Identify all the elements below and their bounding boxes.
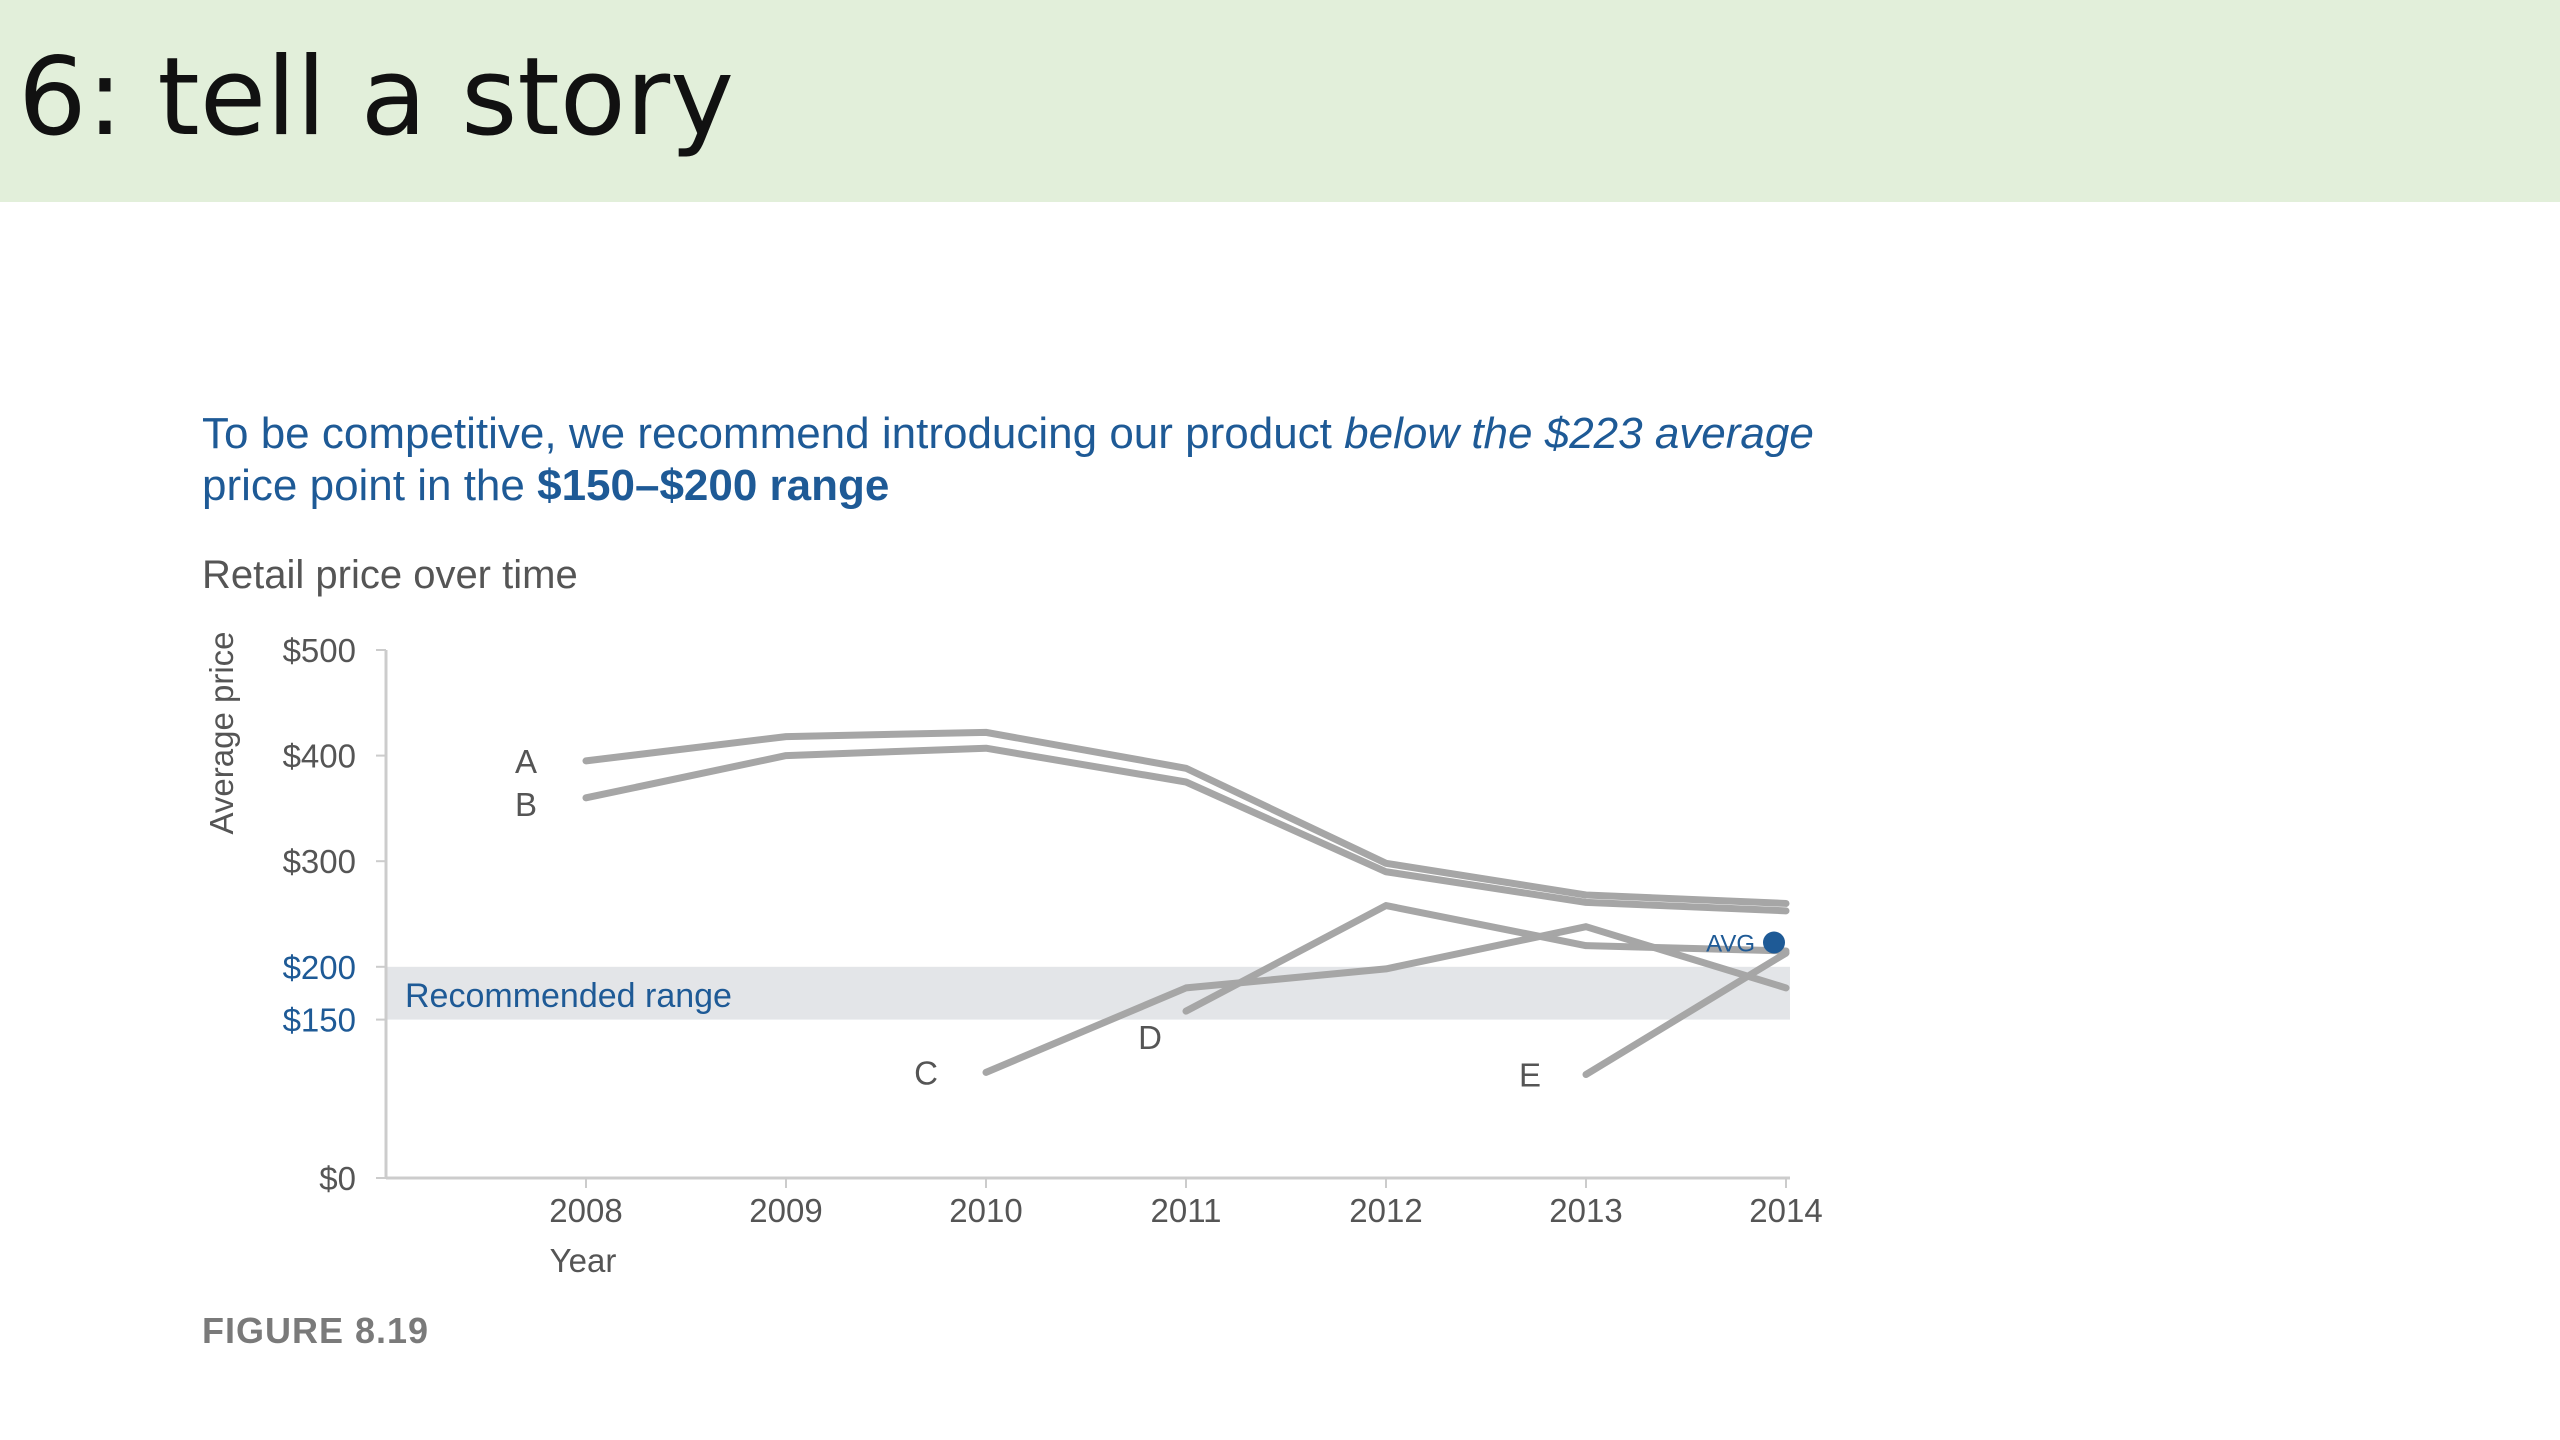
- headline-part-4: $150–$200 range: [537, 461, 890, 510]
- series-line-d: [1182, 902, 1790, 1015]
- y-tick-label: $0: [319, 1160, 356, 1197]
- x-tick-label: 2008: [549, 1192, 622, 1229]
- headline-part-1: To be competitive, we recommend introduc…: [202, 409, 1345, 458]
- slide-title: 6: tell a story: [18, 35, 735, 160]
- series-label-a: A: [515, 743, 537, 780]
- x-tick-label: 2012: [1349, 1192, 1422, 1229]
- average-label: AVG: [1706, 931, 1755, 958]
- x-tick-label: 2009: [749, 1192, 822, 1229]
- recommended-range-band: [386, 966, 1790, 1020]
- slide-header: 6: tell a story: [0, 0, 2560, 202]
- series-label-c: C: [914, 1054, 938, 1091]
- series-label-d: D: [1138, 1019, 1162, 1056]
- x-tick-label: 2011: [1151, 1192, 1222, 1229]
- y-tick-label: $200: [283, 949, 356, 986]
- x-tick-label: 2010: [949, 1192, 1022, 1229]
- figure-caption: FIGURE 8.19: [202, 1310, 430, 1351]
- series-line-a: [582, 728, 1790, 907]
- chart-title: Retail price over time: [202, 553, 578, 597]
- x-tick-label: 2014: [1749, 1192, 1822, 1229]
- y-tick-label: $150: [283, 1002, 356, 1039]
- x-axis-title: Year: [550, 1242, 617, 1279]
- y-tick-label: $300: [283, 843, 356, 880]
- chart-headline: To be competitive, we recommend introduc…: [202, 408, 1842, 512]
- y-axis-title: Average price: [203, 631, 240, 834]
- series-line-e: [1582, 949, 1790, 1079]
- y-tick-label: $400: [283, 738, 356, 775]
- series-line-b: [582, 744, 1790, 915]
- headline-part-3: price point in the: [202, 461, 538, 510]
- x-tick-label: 2013: [1549, 1192, 1622, 1229]
- y-tick-label: $500: [283, 632, 356, 669]
- series-label-e: E: [1519, 1057, 1541, 1094]
- series-label-b: B: [515, 786, 537, 823]
- recommended-range-label: Recommended range: [405, 977, 732, 1015]
- average-marker: [1763, 931, 1785, 954]
- headline-part-2: below the $223 average: [1344, 409, 1814, 458]
